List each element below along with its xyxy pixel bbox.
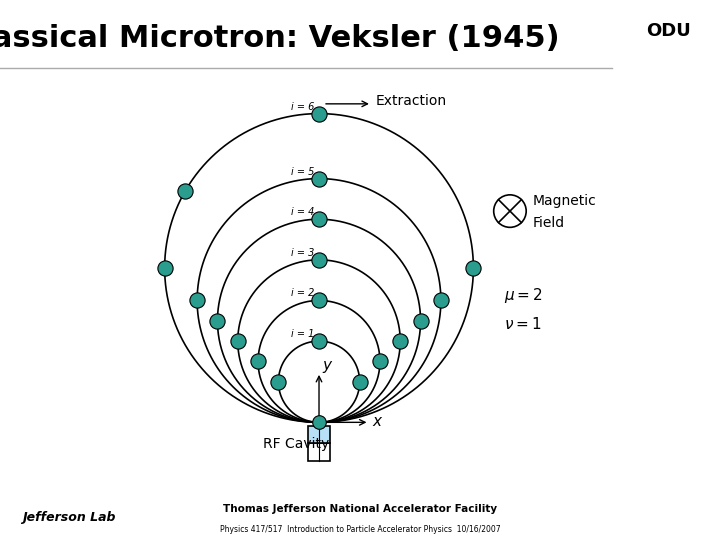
Text: Magnetic: Magnetic [533,194,596,208]
Text: Jefferson Lab: Jefferson Lab [22,510,115,524]
Text: i = 1: i = 1 [291,329,314,339]
Point [313,418,325,427]
Text: $x$: $x$ [372,414,383,429]
Point [313,255,325,264]
Text: $y$: $y$ [323,359,334,375]
Text: i = 4: i = 4 [291,207,314,217]
Bar [307,426,330,443]
Point [273,377,284,386]
Text: i = 5: i = 5 [291,166,314,177]
Text: ODU: ODU [647,22,691,39]
Text: Classical Microtron: Veksler (1945): Classical Microtron: Veksler (1945) [0,24,559,53]
Point [467,264,479,272]
Point [192,296,203,305]
Text: i = 2: i = 2 [291,288,314,299]
Point [313,296,325,305]
Text: Physics 417/517  Introduction to Particle Accelerator Physics  10/16/2007: Physics 417/517 Introduction to Particle… [220,525,500,535]
Point [354,377,365,386]
Point [395,337,406,346]
Text: RF Cavity: RF Cavity [263,436,329,450]
Point [435,296,446,305]
Point [232,337,243,346]
Text: Field: Field [533,217,564,231]
Text: i = 3: i = 3 [291,248,314,258]
Point [313,337,325,346]
Text: Extraction: Extraction [376,94,447,109]
Text: $\mu = 2$: $\mu = 2$ [504,286,543,306]
Bar [307,443,330,461]
Point [159,264,171,272]
Point [313,174,325,183]
Point [374,357,386,366]
Text: Thomas Jefferson National Accelerator Facility: Thomas Jefferson National Accelerator Fa… [223,504,497,514]
Text: i = 6: i = 6 [291,102,314,112]
Point [415,316,426,325]
Point [313,109,325,118]
Point [313,215,325,224]
Text: $\nu = 1$: $\nu = 1$ [504,316,541,332]
Point [252,357,264,366]
Point [212,316,223,325]
Circle shape [494,195,526,227]
Point [179,186,191,195]
